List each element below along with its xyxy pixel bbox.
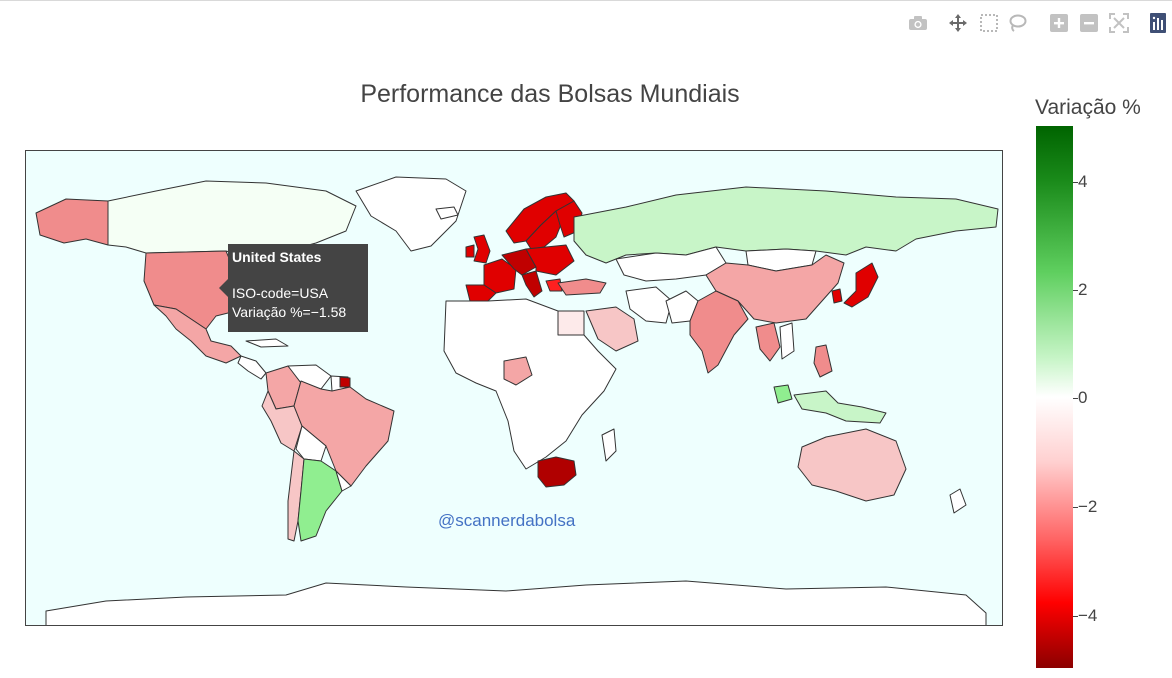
pan-icon[interactable] [947,12,969,34]
colorbar-tick [1073,507,1078,508]
country-greece [545,278,563,292]
chart-title: Performance das Bolsas Mundiais [360,80,740,108]
country-thailand [755,322,781,362]
country-madagascar [601,428,617,462]
country-cuba [245,338,289,348]
country-uruguay [335,470,352,492]
country-turkey [557,278,607,296]
tooltip-arrow [219,279,228,297]
zoom-in-icon[interactable] [1048,12,1070,34]
country-spain [465,284,497,302]
country-egypt [557,310,585,336]
country-italy [521,270,543,298]
country-nigeria [503,356,533,386]
country-antarctica [45,580,987,625]
country-japan [843,262,879,308]
zoom-out-icon[interactable] [1078,12,1100,34]
top-border [0,0,1172,1]
country-canada [107,180,357,258]
country-new-zealand [949,488,967,514]
camera-icon[interactable] [907,12,929,34]
country-africa-north [443,298,617,470]
country-uk [473,234,491,264]
colorbar-tick-label: 2 [1078,280,1088,299]
country-indonesia [793,390,887,424]
country-south-africa [537,456,577,488]
country-ireland [465,244,475,258]
colorbar-tick [1073,616,1078,617]
country-australia [797,428,907,502]
box-select-icon[interactable] [978,12,1000,34]
watermark-text: @scannerdabolsa [438,511,576,530]
colorbar-tick-label: −4 [1078,606,1098,625]
tooltip-iso: ISO-code=USA [232,285,329,301]
colorbar-tick-label: 4 [1078,172,1088,191]
colorbar-tick [1073,398,1078,399]
country-russia [573,186,999,264]
tooltip-value: Variação %=−1.58 [232,304,347,320]
country-malaysia [773,384,793,404]
country-brazil [293,380,395,487]
country-iran [625,286,673,324]
lasso-select-icon[interactable] [1006,12,1028,34]
country-french-guiana [339,376,351,388]
country-iceland [435,206,459,220]
hover-tooltip: United States ISO-code=USA Variação %=−1… [228,244,368,332]
colorbar-tick [1073,182,1078,183]
country-alaska [35,198,109,246]
reset-view-icon[interactable] [1108,12,1130,34]
map-svg [35,176,999,625]
country-china [705,254,845,324]
colorbar-tick [1073,290,1078,291]
country-greenland [355,176,467,252]
country-philippines [813,344,833,378]
plotly-logo-icon[interactable] [1147,12,1169,34]
tooltip-country: United States [232,249,322,265]
country-india [689,290,749,374]
country-saudi-arabia [585,306,639,352]
country-argentina [297,458,343,542]
country-south-korea [831,288,843,304]
country-eastern-europe [525,244,575,276]
country-vietnam [779,322,795,360]
colorbar-title: Variação % [1035,96,1141,119]
colorbar-tick-label: −2 [1078,497,1098,516]
country-germany-benelux [501,248,537,276]
country-venezuela [287,364,332,390]
colorbar [1036,126,1073,668]
colorbar-tick-label: 0 [1078,388,1088,407]
country-central-america [237,355,267,380]
world-map[interactable] [25,150,1003,626]
